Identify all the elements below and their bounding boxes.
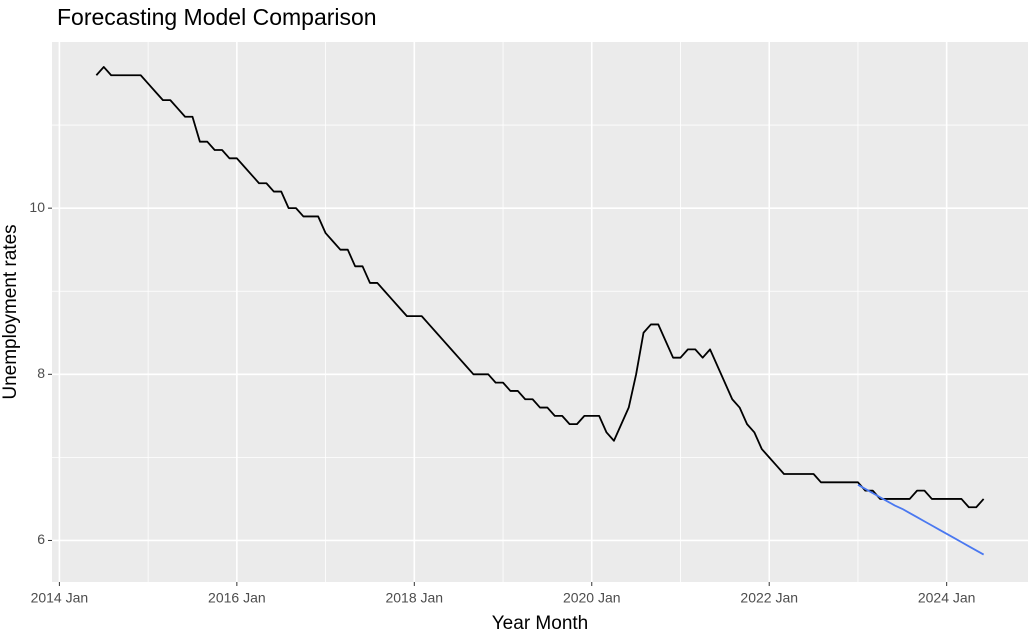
y-tick-label: 10 [29, 199, 45, 215]
chart-title: Forecasting Model Comparison [57, 4, 377, 30]
y-tick-label: 8 [37, 365, 45, 381]
x-tick-label: 2020 Jan [563, 590, 621, 606]
x-axis-title: Year Month [492, 613, 588, 634]
series-line [857, 484, 985, 556]
x-tick-label: 2022 Jan [740, 590, 798, 606]
y-axis-title: Unemployment rates [0, 224, 21, 399]
x-tick-label: 2014 Jan [31, 590, 89, 606]
y-tick-label: 6 [37, 531, 45, 547]
series-line [95, 66, 985, 509]
x-tick-label: 2018 Jan [385, 590, 443, 606]
x-tick-label: 2016 Jan [208, 590, 266, 606]
panel [52, 42, 1028, 582]
x-tick-label: 2024 Jan [918, 590, 976, 606]
